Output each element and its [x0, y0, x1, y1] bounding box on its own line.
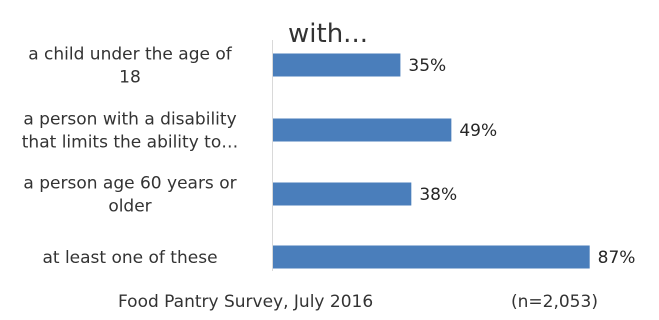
category-label-2-line-0: a person age 60 years or	[23, 174, 236, 194]
category-label-1-line-0: a person with a disability	[23, 110, 236, 130]
chart-title: with...	[288, 19, 368, 49]
category-labels: a child under the age of 18 a person with …	[22, 45, 238, 269]
data-label-0: 35%	[408, 56, 446, 76]
category-label-0-line-1: 18	[119, 68, 141, 88]
data-label-1: 49%	[459, 121, 497, 141]
footer-sample-size: (n=2,053)	[511, 292, 598, 312]
category-label-0-line-0: a child under the age of	[28, 45, 233, 65]
bar-3	[273, 245, 590, 269]
bar-2	[273, 182, 412, 206]
footer-source: Food Pantry Survey, July 2016	[118, 292, 373, 312]
data-label-3: 87%	[598, 248, 636, 268]
category-label-3-line-0: at least one of these	[42, 248, 217, 268]
data-label-2: 38%	[419, 185, 457, 205]
category-label-1-line-1: that limits the ability to…	[22, 133, 238, 153]
data-labels: 35% 49% 38% 87%	[408, 56, 635, 268]
bar-0	[273, 53, 401, 77]
category-label-2-line-1: older	[108, 197, 151, 217]
bars-group	[273, 53, 590, 269]
bar-1	[273, 118, 452, 142]
